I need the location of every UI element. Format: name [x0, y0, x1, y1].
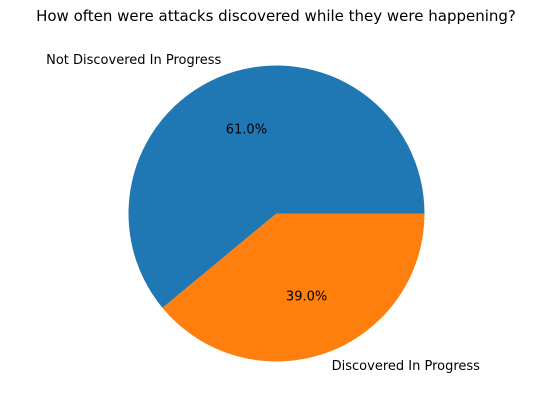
pie-labels: 61.0% Not Discovered In Progress 39.0% Disc… [46, 53, 480, 374]
chart-title: How often were attacks discovered while … [36, 7, 516, 25]
pie-slice-1 [128, 65, 425, 308]
slice-percent-label: 61.0% [226, 122, 267, 137]
slice-category-label: Not Discovered In Progress [46, 53, 221, 68]
slice-percent-label: 39.0% [286, 290, 327, 305]
pie-slices [128, 65, 425, 362]
pie-slice-2 [162, 213, 425, 362]
slice-category-label: Discovered In Progress [332, 359, 481, 374]
